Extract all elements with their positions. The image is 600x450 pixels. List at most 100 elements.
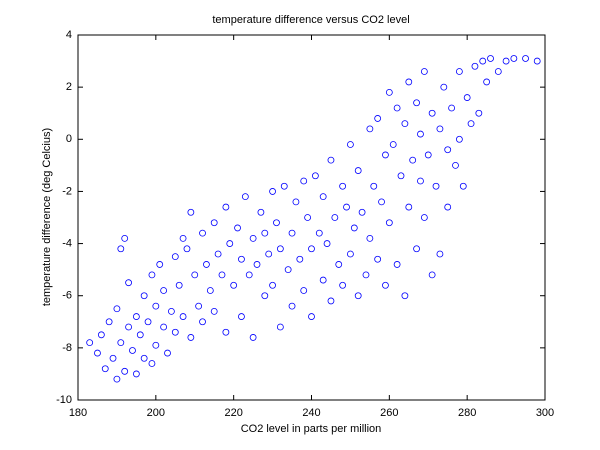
x-tick-label: 240 xyxy=(302,407,320,419)
point xyxy=(327,297,335,305)
point xyxy=(397,172,405,180)
point xyxy=(315,229,323,237)
point xyxy=(288,229,296,237)
point xyxy=(413,245,420,253)
point xyxy=(533,57,541,65)
x-axis-label: CO2 level in parts per million xyxy=(241,423,382,435)
point xyxy=(428,271,436,279)
point xyxy=(203,261,210,268)
point xyxy=(354,167,362,174)
point xyxy=(385,219,393,227)
point xyxy=(148,360,156,367)
point xyxy=(335,261,343,268)
point xyxy=(339,281,347,289)
point xyxy=(144,318,152,326)
point xyxy=(319,276,327,284)
point xyxy=(413,99,420,107)
point xyxy=(296,255,304,263)
point xyxy=(479,57,487,65)
point xyxy=(502,57,510,65)
point xyxy=(152,302,160,310)
point xyxy=(347,141,354,148)
point xyxy=(280,182,288,190)
point xyxy=(214,250,222,258)
point xyxy=(350,224,358,232)
point xyxy=(374,115,382,122)
point xyxy=(121,234,129,242)
point xyxy=(382,281,389,289)
point xyxy=(273,219,280,227)
point xyxy=(424,151,432,159)
x-tick-label: 220 xyxy=(224,407,242,419)
point xyxy=(319,193,327,201)
point xyxy=(113,305,121,313)
point xyxy=(327,156,335,164)
point xyxy=(156,261,164,268)
point xyxy=(405,78,413,86)
point xyxy=(444,146,452,154)
point xyxy=(428,109,436,117)
point xyxy=(210,307,218,315)
point xyxy=(171,253,179,261)
point xyxy=(132,370,140,378)
point xyxy=(366,125,374,133)
point xyxy=(405,203,413,211)
y-tick-label: -10 xyxy=(56,394,72,406)
point xyxy=(288,302,296,310)
point xyxy=(417,177,424,185)
y-tick-label: 0 xyxy=(66,133,72,145)
y-tick-label: -8 xyxy=(62,342,72,354)
y-axis-label: temperature difference (deg Celcius) xyxy=(41,128,53,306)
point xyxy=(276,245,284,253)
point xyxy=(382,151,389,159)
point xyxy=(401,120,409,128)
point xyxy=(339,182,347,190)
chart-title: temperature difference versus CO2 level xyxy=(212,14,409,26)
point xyxy=(140,354,148,362)
point xyxy=(199,229,206,237)
point xyxy=(452,161,459,169)
point xyxy=(132,313,140,320)
point xyxy=(171,328,179,336)
point xyxy=(378,198,385,206)
point xyxy=(362,271,370,279)
point xyxy=(167,307,175,315)
point xyxy=(522,55,529,62)
point xyxy=(117,245,125,253)
x-tick-label: 260 xyxy=(380,407,398,419)
point xyxy=(249,334,257,341)
point xyxy=(241,193,249,201)
point xyxy=(323,240,331,247)
point xyxy=(331,214,339,221)
point xyxy=(230,281,238,289)
point xyxy=(420,68,428,75)
point xyxy=(249,234,257,242)
point xyxy=(164,349,171,357)
point xyxy=(210,219,218,227)
point xyxy=(191,271,199,279)
point xyxy=(300,287,308,294)
point xyxy=(175,281,183,289)
point xyxy=(483,78,491,86)
point xyxy=(401,292,409,300)
point xyxy=(261,229,269,237)
point xyxy=(436,125,444,133)
point xyxy=(420,214,428,221)
point xyxy=(409,156,417,164)
point xyxy=(487,55,494,62)
point xyxy=(436,250,444,258)
point xyxy=(311,172,319,180)
point xyxy=(265,250,273,258)
point xyxy=(459,182,467,190)
point xyxy=(160,323,168,331)
point xyxy=(374,255,382,263)
point xyxy=(187,208,195,216)
point xyxy=(195,302,203,310)
point xyxy=(140,292,148,300)
point xyxy=(393,261,401,268)
point xyxy=(304,214,312,221)
y-tick-label: -6 xyxy=(62,290,72,302)
point xyxy=(269,188,276,195)
point xyxy=(448,104,456,112)
